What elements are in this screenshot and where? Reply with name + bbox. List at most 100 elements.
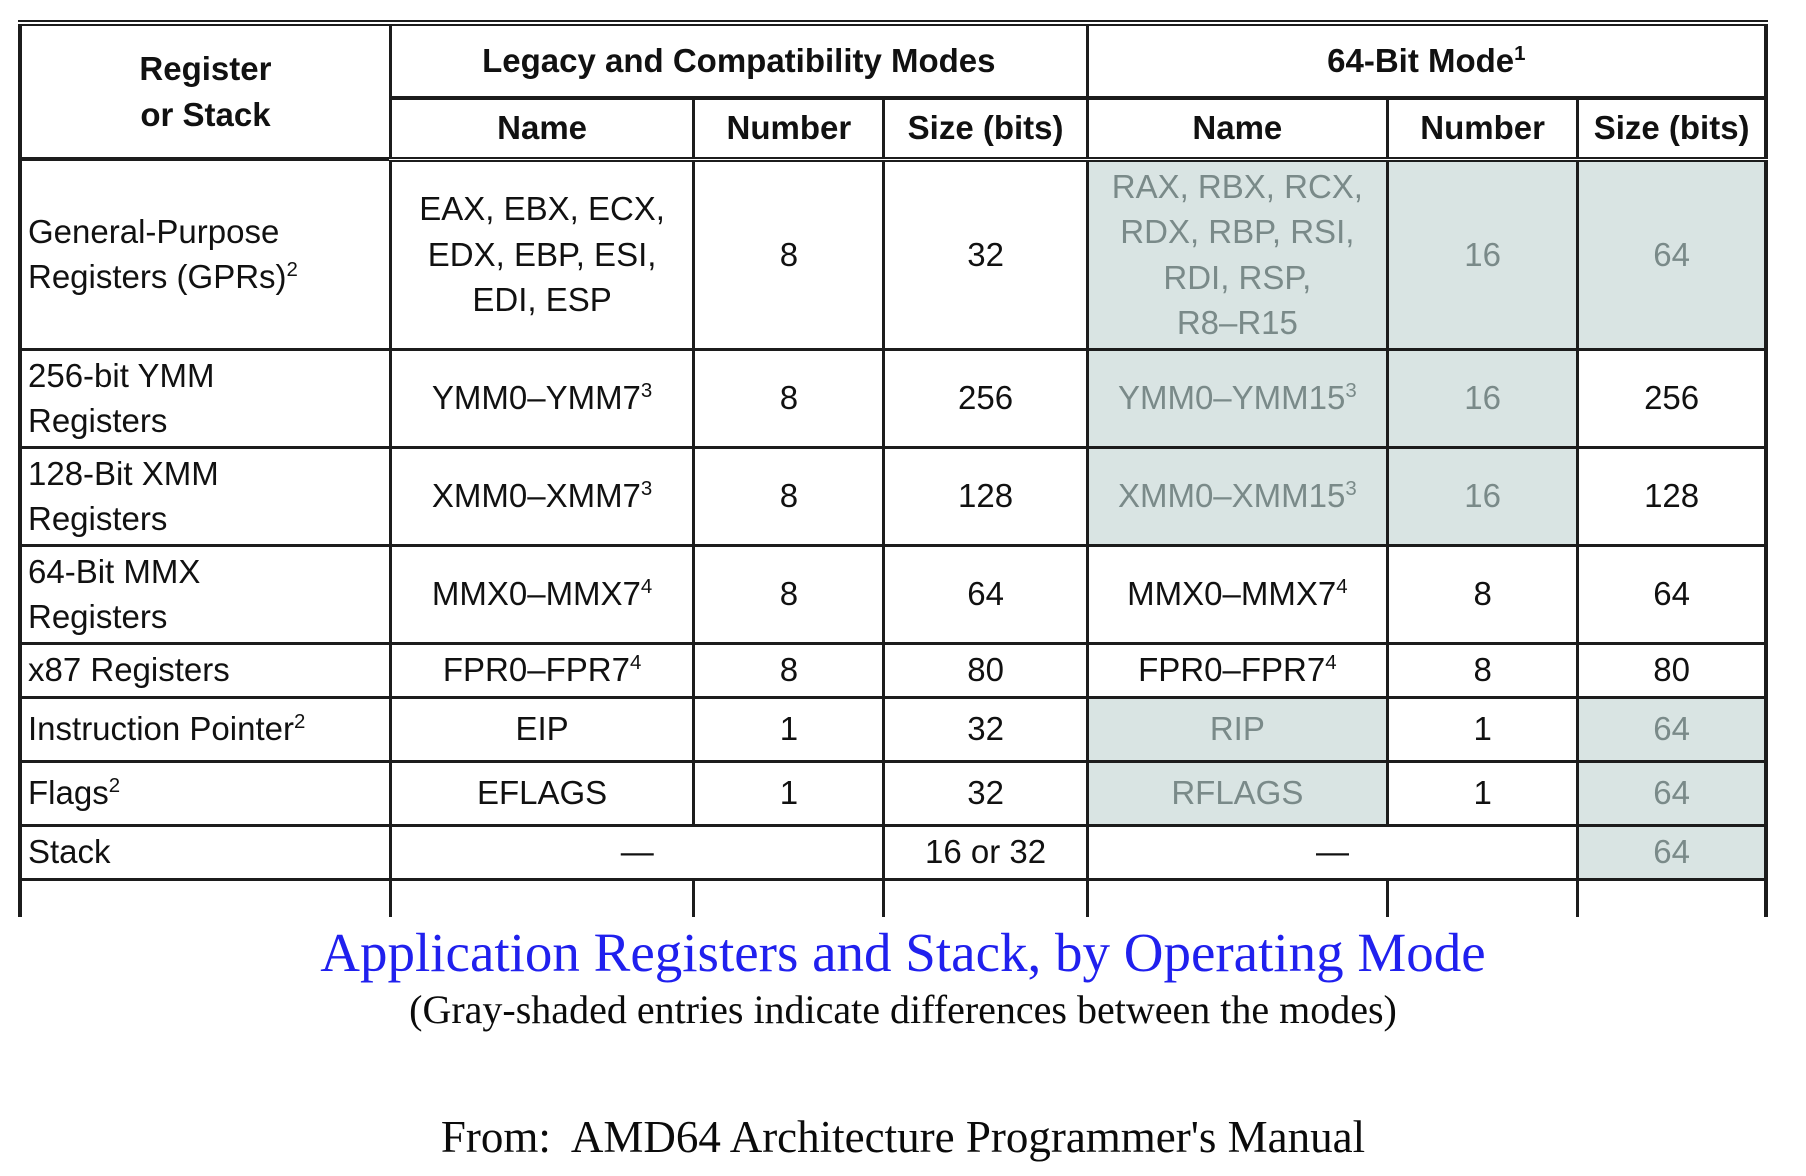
number-header-64bit: Number — [1386, 96, 1580, 162]
legacy-name-cell: XMM0–XMM73 — [388, 445, 696, 547]
name-header-64bit: Name — [1085, 96, 1390, 162]
64bit-name-cell: RAX, RBX, RCX, RDX, RBP, RSI, RDI, RSP, … — [1085, 157, 1390, 351]
64bit-mode-header-label: 64-Bit Mode — [1327, 41, 1515, 79]
legacy-size-cell: 128 — [882, 445, 1089, 547]
group-header-row: Register or Stack Legacy and Compatibili… — [18, 21, 1768, 161]
footnote-marker: 2 — [286, 258, 298, 282]
legacy-size-cell: 32 — [882, 759, 1089, 827]
row-ymm: 256-bit YMM Registers YMM0–YMM73 8 256 Y… — [18, 347, 1768, 449]
cutoff-cell — [1386, 877, 1580, 917]
footnote-marker: 3 — [640, 477, 653, 501]
64bit-size-cell: 80 — [1576, 641, 1768, 699]
64bit-size-cell: 64 — [1576, 157, 1768, 351]
register-label: 64-Bit MMX Registers — [28, 552, 201, 636]
legacy-name: XMM0–XMM7 — [431, 477, 641, 515]
64bit-number-cell: 1 — [1386, 695, 1580, 763]
register-label-cell: x87 Registers — [18, 641, 392, 699]
64bit-name-number-merged-cell: — — [1085, 823, 1580, 881]
cutoff-cell — [18, 877, 392, 917]
legacy-size-cell: 32 — [882, 157, 1089, 351]
legacy-number-cell: 8 — [692, 157, 886, 351]
row-gpr: General-Purpose Registers (GPRs)2 EAX, E… — [18, 157, 1768, 351]
cutoff-cell — [692, 877, 886, 917]
row-cutoff — [18, 877, 1768, 917]
register-label: General-Purpose Registers (GPRs) — [28, 212, 287, 296]
row-stack: Stack — 16 or 32 — 64 — [18, 823, 1768, 881]
64bit-mode-header: 64-Bit Mode1 — [1085, 21, 1768, 100]
legacy-modes-header: Legacy and Compatibility Modes — [388, 21, 1089, 100]
name-header-legacy: Name — [388, 96, 696, 162]
row-x87: x87 Registers FPR0–FPR74 8 80 FPR0–FPR74… — [18, 641, 1768, 699]
footnote-marker: 3 — [1345, 379, 1357, 403]
size-header-64bit: Size (bits) — [1576, 96, 1768, 162]
64bit-name: RAX, RBX, RCX, RDX, RBP, RSI, RDI, RSP, … — [1111, 167, 1363, 342]
register-label-cell: General-Purpose Registers (GPRs)2 — [18, 157, 392, 351]
64bit-size-cell: 64 — [1576, 759, 1768, 827]
table-clip-region: Register or Stack Legacy and Compatibili… — [18, 20, 1778, 917]
row-flags: Flags2 EFLAGS 1 32 RFLAGS 1 64 — [18, 759, 1768, 827]
size-header-legacy: Size (bits) — [882, 96, 1089, 162]
cutoff-cell — [1576, 877, 1768, 917]
legacy-name-cell: EFLAGS — [388, 759, 696, 827]
register-label-cell: 128-Bit XMM Registers — [18, 445, 392, 547]
legacy-name: MMX0–MMX7 — [431, 575, 641, 613]
64bit-name: FPR0–FPR7 — [1138, 651, 1326, 689]
registers-table: Register or Stack Legacy and Compatibili… — [18, 20, 1768, 917]
number-header-legacy: Number — [692, 96, 886, 162]
table-caption-note: (Gray-shaded entries indicate difference… — [409, 987, 1397, 1032]
footnote-marker: 2 — [108, 774, 121, 798]
64bit-name-cell: MMX0–MMX74 — [1085, 543, 1390, 645]
64bit-mode-footnote: 1 — [1514, 41, 1526, 65]
footnote-marker: 3 — [1345, 477, 1357, 501]
row-instruction-pointer: Instruction Pointer2 EIP 1 32 RIP 1 64 — [18, 695, 1768, 763]
64bit-name: XMM0–XMM15 — [1117, 477, 1346, 515]
register-label-cell: Stack — [18, 823, 392, 881]
register-label: 128-Bit XMM Registers — [28, 454, 219, 538]
register-label: x87 Registers — [28, 651, 230, 689]
legacy-number-cell: 8 — [692, 347, 886, 449]
legacy-number-cell: 8 — [692, 543, 886, 645]
table-caption-title: Application Registers and Stack, by Oper… — [320, 922, 1486, 983]
legacy-name: EAX, EBX, ECX, EDX, EBP, ESI, EDI, ESP — [419, 190, 665, 319]
register-label: Instruction Pointer — [28, 710, 294, 748]
column-header-row: Name Number Size (bits) Name Number Size… — [20, 96, 1768, 162]
legacy-number-cell: 8 — [692, 641, 886, 699]
64bit-number-cell: 1 — [1386, 759, 1580, 827]
footnote-marker: 4 — [1336, 575, 1348, 599]
footnote-marker: 4 — [1325, 651, 1337, 675]
64bit-number-cell: 8 — [1386, 543, 1580, 645]
64bit-size-cell: 64 — [1576, 823, 1768, 881]
64bit-number-cell: 16 — [1386, 347, 1580, 449]
legacy-modes-header-label: Legacy and Compatibility Modes — [482, 41, 996, 79]
legacy-number-cell: 1 — [692, 695, 886, 763]
legacy-name: YMM0–YMM7 — [431, 379, 641, 417]
cutoff-cell — [388, 877, 696, 917]
64bit-name-cell: YMM0–YMM153 — [1085, 347, 1390, 449]
64bit-number-cell: 16 — [1386, 445, 1580, 547]
row-xmm: 128-Bit XMM Registers XMM0–XMM73 8 128 X… — [18, 445, 1768, 547]
footnote-marker: 3 — [640, 379, 653, 403]
64bit-name-cell: RIP — [1085, 695, 1390, 763]
register-label-cell: 256-bit YMM Registers — [18, 347, 392, 449]
legacy-size-cell: 32 — [882, 695, 1089, 763]
source-attribution: From: AMD64 Architecture Programmer's Ma… — [440, 1112, 1366, 1162]
64bit-name-cell: XMM0–XMM153 — [1085, 445, 1390, 547]
64bit-name: MMX0–MMX7 — [1127, 575, 1337, 613]
register-label-cell: 64-Bit MMX Registers — [18, 543, 392, 645]
cutoff-cell — [1085, 877, 1390, 917]
legacy-name: FPR0–FPR7 — [442, 651, 630, 689]
legacy-name-cell: EAX, EBX, ECX, EDX, EBP, ESI, EDI, ESP — [388, 157, 696, 351]
64bit-size-cell: 64 — [1576, 543, 1768, 645]
register-label: 256-bit YMM Registers — [28, 356, 215, 440]
legacy-size-cell: 16 or 32 — [882, 823, 1089, 881]
legacy-number-cell: 8 — [692, 445, 886, 547]
64bit-number-cell: 16 — [1386, 157, 1580, 351]
cutoff-cell — [882, 877, 1089, 917]
footnote-marker: 2 — [293, 710, 306, 734]
64bit-name: YMM0–YMM15 — [1117, 379, 1346, 417]
legacy-size-cell: 64 — [882, 543, 1089, 645]
64bit-name-cell: RFLAGS — [1085, 759, 1390, 827]
register-label: Stack — [28, 833, 111, 871]
64bit-size-cell: 128 — [1576, 445, 1768, 547]
